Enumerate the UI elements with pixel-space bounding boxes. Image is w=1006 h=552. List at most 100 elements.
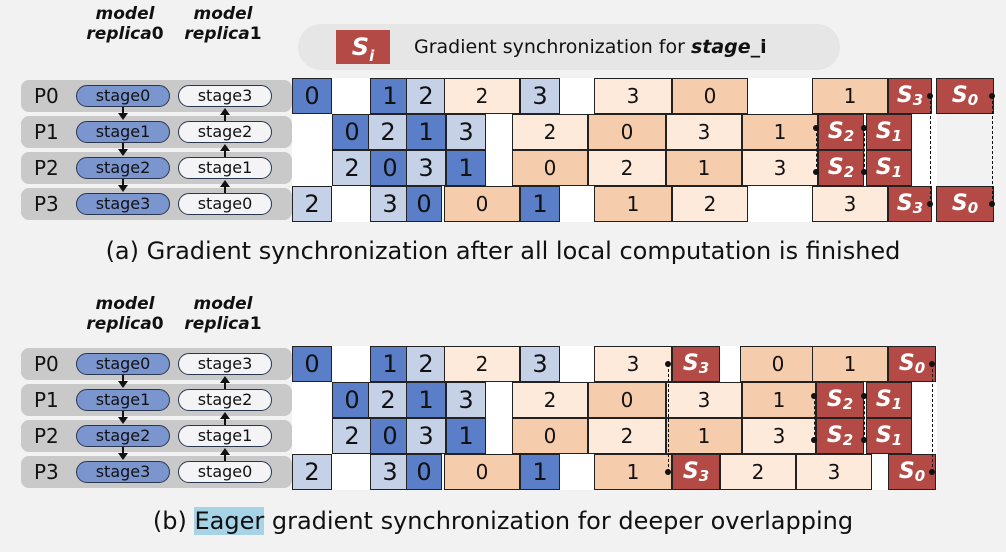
compute-block: 0 <box>292 346 332 382</box>
sync-letter: S <box>875 387 892 412</box>
process-label: P3 <box>34 460 59 484</box>
stage-pill-replica1: stage2 <box>178 121 272 143</box>
arrow-down-icon <box>118 411 128 424</box>
header-replica-label: replica <box>184 24 250 44</box>
sync-block: S1 <box>866 150 912 186</box>
compute-block: 2 <box>512 382 588 418</box>
compute-block: 2 <box>332 418 372 454</box>
sync-letter: S <box>827 155 844 180</box>
compute-block: 1 <box>446 150 486 186</box>
compute-block: 0 <box>406 454 442 490</box>
sync-dependency-line <box>992 96 993 204</box>
sync-block: S3 <box>888 78 932 114</box>
compute-block: 3 <box>446 114 486 150</box>
compute-block: 2 <box>512 114 588 150</box>
compute-block: 1 <box>594 186 672 222</box>
arrow-down-icon <box>118 375 128 388</box>
sync-letter: S <box>826 423 843 448</box>
sync-block: S2 <box>816 382 864 418</box>
sync-letter: S <box>951 191 968 216</box>
sync-stage-index: 2 <box>842 431 854 449</box>
compute-block: 0 <box>588 114 666 150</box>
compute-block: 1 <box>406 382 446 418</box>
compute-block: 1 <box>742 382 816 418</box>
compute-block: 3 <box>406 150 446 186</box>
compute-block: 0 <box>370 418 410 454</box>
sync-stage-index: 0 <box>967 91 979 109</box>
compute-block: 0 <box>588 382 666 418</box>
compute-block: 1 <box>520 454 560 490</box>
compute-block: 1 <box>666 150 742 186</box>
sync-stage-index: 0 <box>967 199 979 217</box>
caption-b-highlight: Eager <box>194 507 265 535</box>
compute-block: 0 <box>672 78 748 114</box>
compute-block: 2 <box>406 346 446 382</box>
legend-box-sub: i <box>369 46 375 65</box>
stage-pill-replica1: stage3 <box>178 353 272 375</box>
sync-stage-index: 0 <box>914 467 926 485</box>
compute-block: 1 <box>370 346 410 382</box>
process-label: P1 <box>34 120 59 144</box>
compute-block: 3 <box>812 186 888 222</box>
sync-block: S1 <box>866 418 912 454</box>
compute-block: 0 <box>512 418 588 454</box>
header-model-label: model <box>193 294 253 314</box>
sync-dependency-line <box>930 96 931 204</box>
sync-block: S2 <box>818 114 864 150</box>
stage-pill-replica0: stage3 <box>76 461 170 483</box>
sync-dot-icon <box>929 361 935 367</box>
compute-block: 3 <box>520 78 560 114</box>
sync-stage-index: 1 <box>891 163 903 181</box>
compute-block: 0 <box>370 150 410 186</box>
sync-dot-icon <box>861 393 867 399</box>
compute-block: 2 <box>292 186 332 222</box>
compute-block: 3 <box>520 346 560 382</box>
arrow-up-icon <box>220 412 230 425</box>
sync-dependency-line <box>932 364 933 472</box>
compute-block: 1 <box>812 78 888 114</box>
header-replica1-a: model replica1 <box>178 4 268 44</box>
compute-block: 3 <box>406 418 446 454</box>
legend-text: Gradient synchronization for stage_i <box>414 36 767 58</box>
arrow-up-icon <box>220 448 230 461</box>
sync-dot-icon <box>665 361 671 367</box>
legend-sync-box: Si <box>336 30 390 65</box>
arrow-up-icon <box>220 144 230 157</box>
compute-block: 1 <box>446 418 486 454</box>
legend-box-letter: S <box>351 33 370 61</box>
sync-dependency-line <box>668 364 669 472</box>
sync-dot-icon <box>861 169 867 175</box>
sync-block: S2 <box>816 418 864 454</box>
compute-block: 1 <box>520 186 560 222</box>
sync-stage-index: 3 <box>912 199 924 217</box>
sync-stage-index: 2 <box>843 163 855 181</box>
sync-dependency-line <box>814 396 815 440</box>
process-label: P1 <box>34 388 59 412</box>
stage-pill-replica1: stage3 <box>178 85 272 107</box>
sync-block: S0 <box>888 346 936 382</box>
header-model-label: model <box>95 4 155 24</box>
sync-letter: S <box>951 83 968 108</box>
compute-block: 3 <box>594 346 672 382</box>
sync-dot-icon <box>861 437 867 443</box>
sync-block: S3 <box>888 186 932 222</box>
compute-block: 2 <box>444 78 520 114</box>
compute-block: 0 <box>512 150 588 186</box>
compute-block: 2 <box>292 454 332 490</box>
compute-block: 1 <box>812 346 888 382</box>
sync-dot-icon <box>989 201 995 207</box>
sync-dependency-line <box>864 396 865 440</box>
arrow-up-icon <box>220 108 230 121</box>
arrow-down-icon <box>118 107 128 120</box>
header-replica0-a: model replica0 <box>80 4 170 44</box>
stage-pill-replica0: stage0 <box>76 353 170 375</box>
sync-dot-icon <box>811 437 817 443</box>
header-replica-index: 0 <box>151 24 164 44</box>
compute-block: 3 <box>666 382 742 418</box>
process-label: P2 <box>34 424 59 448</box>
sync-block: S0 <box>936 186 994 222</box>
stage-pill-replica0: stage3 <box>76 193 170 215</box>
stage-pill-replica1: stage0 <box>178 461 272 483</box>
stage-pill-replica1: stage2 <box>178 389 272 411</box>
stage-pill-replica0: stage0 <box>76 85 170 107</box>
